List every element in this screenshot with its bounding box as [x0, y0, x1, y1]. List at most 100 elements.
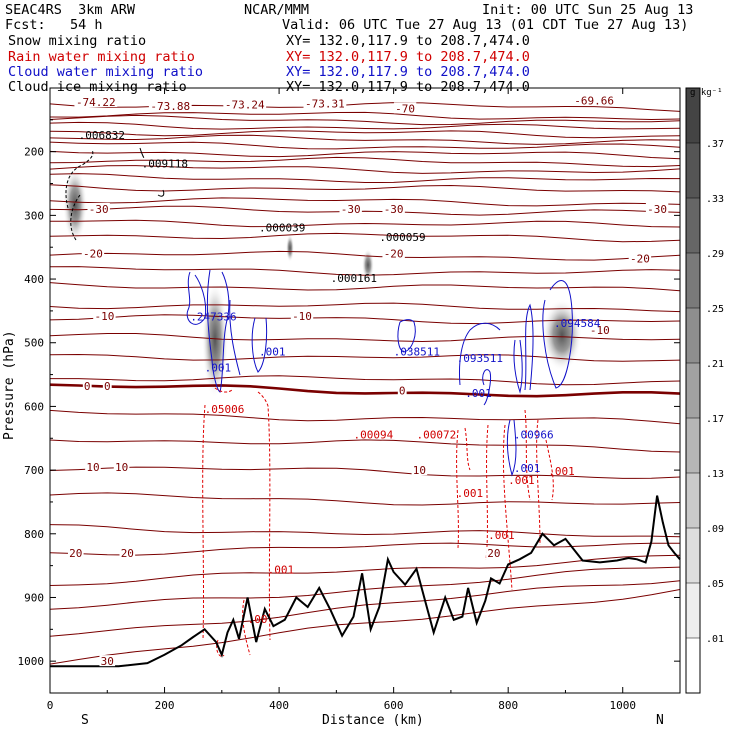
isotherm-label: 10 [86, 461, 99, 474]
contour-labels: -74.22 -73.88 -73.24 -73.31 -69.66 -70 -30 -30 -… [67, 94, 669, 668]
y-tick-label: 900 [24, 591, 44, 604]
field-xy-snow: XY= 132.0,117.9 to 208.7,474.0 [286, 33, 530, 49]
isotherm [50, 111, 680, 121]
maximum-label: .001 [465, 387, 492, 400]
label-bg [572, 94, 616, 106]
isotherm [50, 232, 680, 243]
y-tick-label: 800 [24, 528, 44, 541]
label-bg [303, 97, 347, 109]
label-bg [74, 96, 118, 108]
colorbar-label: .29 [706, 249, 724, 260]
isotherm [50, 114, 680, 126]
colorbar-swatch [686, 88, 700, 143]
south-label: S [81, 713, 89, 728]
label-bg [397, 384, 407, 396]
maximum-label: .009118 [142, 158, 188, 171]
colorbar: .37 .33 .29 .25 .21 .17 .13 .09 .05 .01 [685, 87, 724, 694]
isotherm-label: -30 [89, 203, 109, 216]
isotherm [50, 302, 680, 313]
plot-frame [49, 87, 681, 694]
colorbar-swatch [686, 638, 700, 693]
maximum-label: .001 [457, 487, 484, 500]
isotherm [50, 150, 680, 160]
label-bg [223, 98, 267, 110]
north-label: N [656, 713, 664, 728]
maximum-label: .001 [268, 563, 295, 576]
maximum-label: .000161 [331, 272, 377, 285]
maximum-label: .00 [248, 613, 268, 626]
maximum-label: .00072 [417, 428, 457, 441]
isotherm [50, 589, 680, 665]
isotherm [50, 156, 680, 168]
colorbar-label: .25 [706, 304, 724, 315]
x-tick-label: 400 [269, 699, 289, 712]
axes: 0 200 400 600 800 100020030040050060070080090… [18, 88, 680, 712]
label-bg [486, 546, 502, 558]
isotherm-label: -20 [630, 253, 650, 266]
x-tick-label: 600 [384, 699, 404, 712]
colorbar-label: .21 [706, 359, 724, 370]
label-bg [382, 203, 405, 214]
label-bg [113, 460, 130, 472]
terrain-line [50, 495, 681, 668]
isotherm-label: 0 [399, 385, 406, 398]
field-name-cloud-ice: Cloud ice mixing ratio [8, 79, 187, 95]
isotherm [50, 554, 680, 586]
label-bg [382, 247, 405, 259]
label-bg [119, 546, 136, 558]
label-bg [411, 464, 428, 476]
model-label: SEAC4RS 3km ARW [5, 2, 136, 18]
y-tick-label: 700 [24, 464, 44, 477]
colorbar-frame [685, 87, 701, 694]
isotherm-label: -74.22 [76, 96, 116, 109]
label-bg [645, 203, 669, 214]
isotherm-label: -10 [292, 310, 312, 323]
y-tick-label: 300 [24, 209, 44, 222]
isotherm [50, 219, 680, 228]
init-time: Init: 00 UTC Sun 25 Aug 13 [482, 2, 694, 18]
maximum-label: .001 [488, 529, 515, 542]
label-bg [339, 203, 362, 214]
maximum-label: .00094 [354, 428, 394, 441]
label-bg [81, 247, 105, 259]
isotherm-label: -73.24 [225, 99, 265, 112]
maximum-label: .247336 [190, 310, 236, 323]
maximum-label: .006832 [79, 129, 125, 142]
isotherm [50, 205, 680, 216]
y-tick-label: 500 [24, 337, 44, 350]
y-tick-label: 400 [24, 273, 44, 286]
x-tick-label: 800 [498, 699, 518, 712]
isotherm-label: 10 [413, 464, 426, 477]
colorbar-label: .33 [706, 194, 724, 205]
isotherm-label: 20 [69, 547, 82, 560]
colorbar-swatch [686, 473, 700, 528]
colorbar-unit: g kg⁻¹ [690, 88, 723, 98]
x-tick-label: 0 [47, 699, 54, 712]
isotherm [50, 542, 680, 556]
y-tick-label: 200 [24, 146, 44, 159]
field-name-cloud-water: Cloud water mixing ratio [8, 64, 204, 80]
isotherm-label: 20 [487, 547, 500, 560]
maximum-label: .000059 [379, 231, 425, 244]
maximum-label: .001 [259, 345, 286, 358]
isotherm-label: 10 [115, 461, 128, 474]
maximum-label: .001 [508, 474, 535, 487]
isotherm [50, 266, 680, 276]
field-xy-cloud-water: XY= 132.0,117.9 to 208.7,474.0 [286, 64, 530, 80]
maximum-label: .000039 [259, 221, 305, 234]
isotherm-label: -30 [647, 203, 667, 216]
colorbar-swatch [686, 363, 700, 418]
isotherm [50, 333, 680, 343]
colorbar-label: .37 [706, 139, 724, 150]
isotherm-label: -10 [590, 324, 610, 337]
forecast-hour: Fcst: 54 h [5, 17, 103, 33]
valid-time: Valid: 06 UTC Tue 27 Aug 13 (01 CDT Tue … [282, 17, 689, 33]
isotherm-label: 20 [121, 547, 134, 560]
isotherm [50, 282, 680, 292]
isotherm-label: -30 [384, 203, 404, 216]
maximum-label: .00966 [514, 428, 554, 441]
label-bg [148, 99, 192, 111]
isotherm-label: -20 [384, 248, 404, 261]
isotherm-label: 30 [101, 655, 114, 668]
